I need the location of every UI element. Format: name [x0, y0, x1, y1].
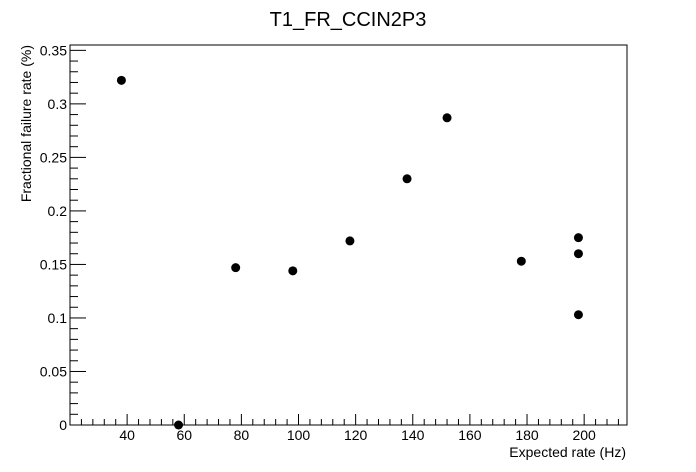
y-axis-label: Fractional failure rate (%) — [18, 45, 34, 202]
x-tick-label: 140 — [401, 427, 425, 443]
y-tick-label: 0.35 — [40, 42, 67, 58]
y-tick-label: 0.25 — [40, 149, 67, 165]
data-point — [573, 233, 583, 243]
plot-frame — [69, 44, 628, 426]
data-point — [573, 249, 583, 259]
y-tick-label: 0 — [59, 417, 67, 433]
data-point — [174, 420, 184, 430]
chart-title: T1_FR_CCIN2P3 — [270, 9, 427, 31]
data-point — [231, 263, 241, 273]
data-point — [402, 174, 412, 184]
y-axis: 0 0.05 0.1 0.15 0.2 0.25 0.3 0.35 — [40, 42, 86, 433]
data-point — [573, 310, 583, 320]
x-tick-label: 100 — [287, 427, 311, 443]
x-tick-label: 200 — [572, 427, 596, 443]
x-tick-label: 60 — [176, 427, 192, 443]
data-point — [345, 236, 355, 246]
x-axis: 40 60 80 100 120 140 160 180 200 — [80, 414, 619, 443]
x-tick-label: 120 — [344, 427, 368, 443]
x-tick-label: 40 — [119, 427, 135, 443]
x-tick-label: 80 — [234, 427, 250, 443]
data-points — [116, 75, 583, 430]
data-point — [442, 113, 452, 123]
y-tick-label: 0.1 — [48, 310, 68, 326]
data-point — [288, 266, 298, 276]
x-tick-label: 180 — [515, 427, 539, 443]
y-tick-label: 0.2 — [48, 203, 68, 219]
y-tick-label: 0.05 — [40, 363, 67, 379]
y-tick-label: 0.3 — [48, 96, 68, 112]
data-point — [116, 75, 126, 85]
data-point — [516, 256, 526, 266]
x-axis-label: Expected rate (Hz) — [509, 444, 626, 460]
y-tick-label: 0.15 — [40, 256, 67, 272]
x-tick-label: 160 — [458, 427, 482, 443]
